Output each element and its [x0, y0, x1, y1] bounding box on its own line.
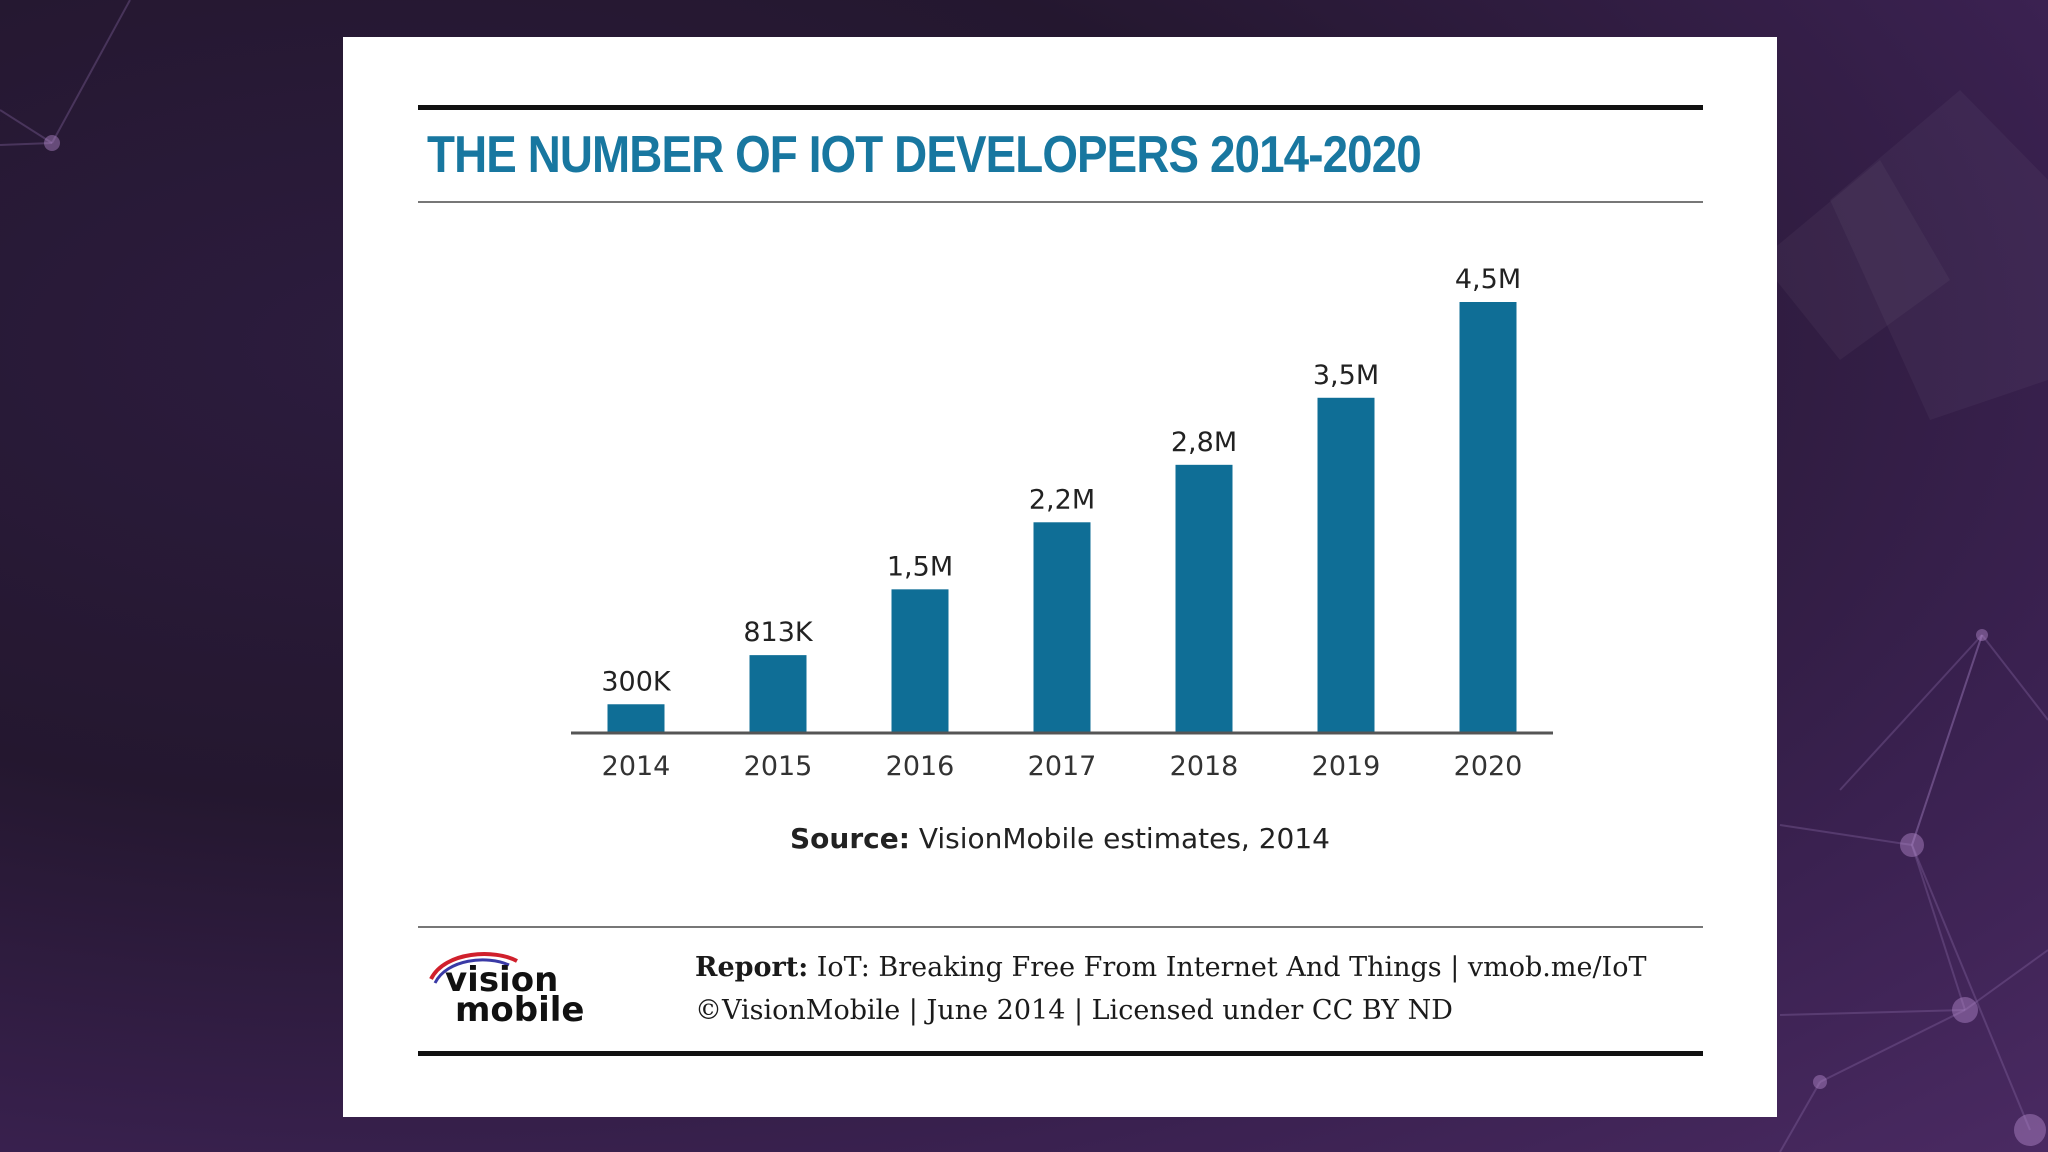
source-text: VisionMobile estimates, 2014	[909, 822, 1330, 855]
x-tick-label-2019: 2019	[1312, 751, 1381, 782]
top-rule	[418, 105, 1703, 110]
title-divider	[418, 201, 1703, 203]
x-axis-tick-labels: 2014 2015 2016 2017 2018 2019 2020	[602, 751, 1523, 782]
bar-2014	[607, 704, 665, 733]
bar-2020	[1459, 302, 1517, 733]
footer-divider	[418, 926, 1703, 928]
value-labels: 300K 813K 1,5M 2,2M 2,8M 3,5M 4,5M	[601, 264, 1521, 697]
bottom-rule	[418, 1051, 1703, 1056]
x-tick-label-2014: 2014	[602, 751, 671, 782]
value-label-2018: 2,8M	[1171, 427, 1237, 458]
report-text: IoT: Breaking Free From Internet And Thi…	[808, 952, 1647, 983]
value-label-2014: 300K	[601, 666, 672, 697]
value-label-2017: 2,2M	[1029, 484, 1095, 515]
chart-title: THE NUMBER OF IOT DEVELOPERS 2014-2020	[427, 126, 1422, 184]
infographic-card: THE NUMBER OF IOT DEVELOPERS 2014-2020 3…	[343, 37, 1777, 1117]
bar-2015	[749, 655, 807, 733]
value-label-2015: 813K	[743, 617, 814, 648]
report-label: Report:	[695, 952, 809, 983]
value-label-2019: 3,5M	[1313, 360, 1379, 391]
value-label-2020: 4,5M	[1455, 264, 1521, 295]
source-label: Source:	[789, 822, 910, 855]
report-line: Report: IoT: Breaking Free From Internet…	[695, 952, 1647, 983]
logo-text-top: vision	[445, 960, 558, 1000]
logo-text-bottom: mobile	[455, 990, 585, 1027]
bar-2019	[1317, 397, 1375, 733]
logo-swoosh-blue	[433, 958, 510, 984]
logo-swoosh-red	[429, 952, 518, 981]
x-tick-label-2017: 2017	[1028, 751, 1097, 782]
bar-2018	[1175, 464, 1233, 733]
copyright-line: ©VisionMobile | June 2014 | Licensed und…	[695, 995, 1453, 1026]
x-tick-label-2015: 2015	[744, 751, 813, 782]
bar-2016	[891, 589, 949, 733]
visionmobile-logo: vision mobile	[429, 952, 585, 1027]
source-note: Source: VisionMobile estimates, 2014	[343, 822, 1777, 855]
bars	[607, 302, 1517, 733]
value-label-2016: 1,5M	[887, 551, 953, 582]
x-tick-label-2018: 2018	[1170, 751, 1239, 782]
x-tick-label-2016: 2016	[886, 751, 955, 782]
x-tick-label-2020: 2020	[1454, 751, 1523, 782]
bar-2017	[1033, 522, 1091, 733]
